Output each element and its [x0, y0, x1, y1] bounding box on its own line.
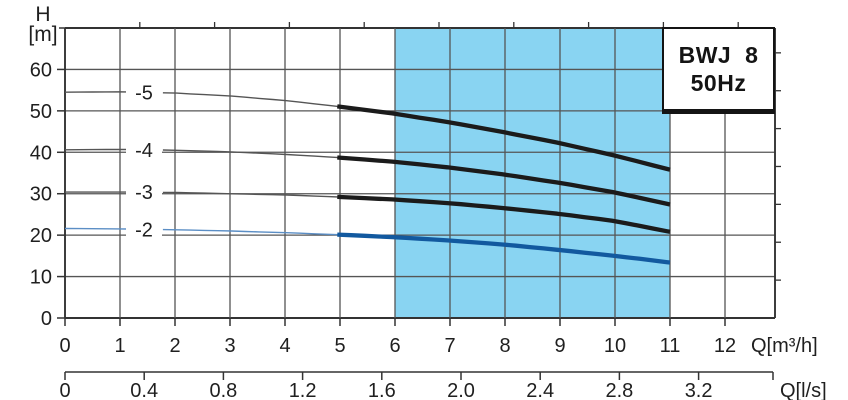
curve--3-bold	[337, 194, 671, 234]
x-axis-tick-label: 1	[114, 335, 125, 357]
y-axis-title-unit: [m]	[28, 23, 58, 46]
y-axis-tick-label: 40	[30, 142, 52, 164]
x-axis-tick-label: 9	[554, 335, 565, 357]
curve-label--2: -2	[135, 219, 153, 241]
curve-label-mask	[126, 137, 162, 162]
x-axis-tick-label: 11	[660, 335, 681, 357]
x-axis-tick-label: 8	[499, 335, 510, 357]
x-axis-tick-label: 12	[714, 335, 736, 357]
curve-label-mask	[126, 180, 162, 205]
y-axis-title-symbol: H	[35, 3, 51, 26]
secondary-axis-unit-label: Q[l/s]	[780, 380, 827, 400]
model-name: BWJ 8	[678, 41, 759, 68]
y-axis-tick-label: 20	[30, 225, 52, 247]
y-axis-tick-label: 50	[30, 101, 52, 123]
secondary-axis-tick-label: 1.6	[368, 380, 396, 400]
curve--2-thin	[64, 227, 127, 230]
curve-label-mask	[126, 80, 162, 105]
y-axis-tick-label: 30	[30, 184, 52, 206]
secondary-axis-tick-label: 2.8	[605, 380, 633, 400]
x-axis-tick-label: 6	[389, 335, 400, 357]
x-axis-tick-label: 3	[224, 335, 235, 357]
secondary-axis-tick-label: 0.8	[209, 380, 237, 400]
secondary-axis-tick-label: 0.4	[130, 380, 158, 400]
secondary-axis-tick-label: 2.0	[447, 380, 475, 400]
curve-label-mask	[126, 217, 162, 242]
secondary-axis-tick-label: 0	[59, 380, 70, 400]
x-axis-tick-label: 2	[169, 335, 180, 357]
secondary-axis-tick-label: 2.4	[526, 380, 554, 400]
curve--2-bold	[337, 232, 671, 265]
curve--4-thin	[162, 149, 339, 159]
x-axis-tick-label: 4	[279, 335, 290, 357]
curve--2-thin	[162, 228, 339, 236]
y-axis-title: H [m]	[16, 3, 70, 46]
curve--5-bold	[337, 104, 671, 172]
x-axis-tick-label: 0	[59, 335, 70, 357]
secondary-axis-tick-label: 1.2	[289, 380, 317, 400]
curve--5-thin	[162, 92, 339, 108]
y-axis-tick-label: 0	[41, 308, 52, 330]
x-axis-unit-label: Q[m³/h]	[751, 335, 818, 357]
x-axis-tick-label: 10	[604, 335, 626, 357]
curve-label--5: -5	[135, 82, 153, 104]
curve--3-thin	[162, 191, 339, 198]
x-axis-tick-label: 5	[334, 335, 345, 357]
curve-label--3: -3	[135, 182, 153, 204]
y-axis-tick-label: 10	[30, 267, 52, 289]
duty-zone	[395, 28, 670, 318]
secondary-axis-tick-label: 3.2	[685, 380, 713, 400]
y-axis-tick-label: 60	[30, 59, 52, 81]
model-frequency: 50Hz	[690, 69, 747, 96]
x-axis-tick-label: 7	[444, 335, 455, 357]
model-label-box: BWJ 8 50Hz	[662, 27, 775, 114]
curve-label--4: -4	[135, 140, 153, 162]
curve--4-bold	[337, 155, 671, 207]
